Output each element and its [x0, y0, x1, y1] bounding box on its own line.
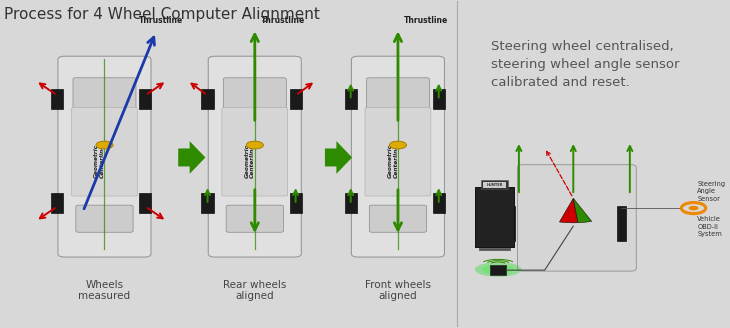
Bar — [201, 89, 214, 109]
FancyBboxPatch shape — [518, 165, 637, 271]
Text: HUNTER: HUNTER — [486, 183, 503, 187]
FancyBboxPatch shape — [226, 205, 283, 232]
Bar — [290, 89, 301, 109]
FancyBboxPatch shape — [72, 108, 137, 196]
Ellipse shape — [482, 265, 514, 275]
Bar — [475, 187, 514, 247]
Wedge shape — [573, 198, 591, 223]
Bar — [201, 193, 214, 213]
FancyArrow shape — [178, 141, 205, 174]
Text: Rear wheels
aligned: Rear wheels aligned — [223, 279, 286, 301]
Text: Wheels
measured: Wheels measured — [78, 279, 131, 301]
Text: Front wheels
aligned: Front wheels aligned — [365, 279, 431, 301]
Circle shape — [389, 141, 407, 149]
Wedge shape — [559, 198, 578, 223]
FancyArrow shape — [325, 141, 352, 174]
Bar — [51, 193, 64, 213]
Circle shape — [96, 141, 113, 149]
Bar — [483, 182, 506, 188]
FancyBboxPatch shape — [223, 78, 286, 112]
FancyBboxPatch shape — [208, 56, 301, 257]
FancyBboxPatch shape — [222, 108, 288, 196]
Ellipse shape — [475, 262, 521, 277]
FancyBboxPatch shape — [365, 108, 431, 196]
Bar — [617, 206, 626, 241]
Text: Thrustline: Thrustline — [261, 16, 304, 25]
Bar — [290, 193, 301, 213]
Circle shape — [688, 206, 699, 210]
Bar — [491, 265, 506, 275]
Text: Process for 4 Wheel Computer Alignment: Process for 4 Wheel Computer Alignment — [4, 7, 320, 22]
Bar — [51, 89, 64, 109]
Bar — [139, 89, 151, 109]
Text: Geometric
Centerline: Geometric Centerline — [94, 144, 105, 178]
Bar — [433, 193, 445, 213]
Text: Steering wheel centralised,
steering wheel angle sensor
calibrated and reset.: Steering wheel centralised, steering whe… — [491, 40, 680, 89]
Bar — [481, 180, 508, 190]
Text: Thrustline: Thrustline — [404, 16, 448, 25]
Text: Thrustline: Thrustline — [139, 16, 183, 25]
FancyBboxPatch shape — [351, 56, 445, 257]
Bar — [345, 89, 357, 109]
Bar — [139, 193, 151, 213]
FancyBboxPatch shape — [366, 78, 429, 112]
Circle shape — [246, 141, 264, 149]
Bar — [345, 193, 357, 213]
Text: Steering
Angle
Sensor: Steering Angle Sensor — [697, 180, 726, 202]
Bar — [433, 89, 445, 109]
Text: Vehicle
OBD-II
System: Vehicle OBD-II System — [697, 216, 722, 237]
Text: Geometric
Centerline: Geometric Centerline — [245, 144, 255, 178]
FancyBboxPatch shape — [58, 56, 151, 257]
Bar — [506, 206, 515, 241]
Text: Geometric
Centerline: Geometric Centerline — [388, 144, 399, 178]
FancyBboxPatch shape — [73, 78, 136, 112]
FancyBboxPatch shape — [369, 205, 426, 232]
FancyBboxPatch shape — [76, 205, 133, 232]
